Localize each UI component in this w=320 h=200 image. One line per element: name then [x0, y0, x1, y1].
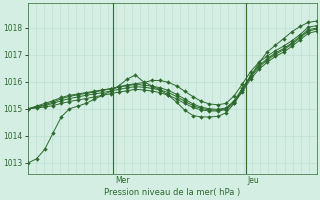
X-axis label: Pression niveau de la mer( hPa ): Pression niveau de la mer( hPa ) — [104, 188, 241, 197]
Text: Jeu: Jeu — [247, 176, 259, 185]
Text: Mer: Mer — [115, 176, 129, 185]
